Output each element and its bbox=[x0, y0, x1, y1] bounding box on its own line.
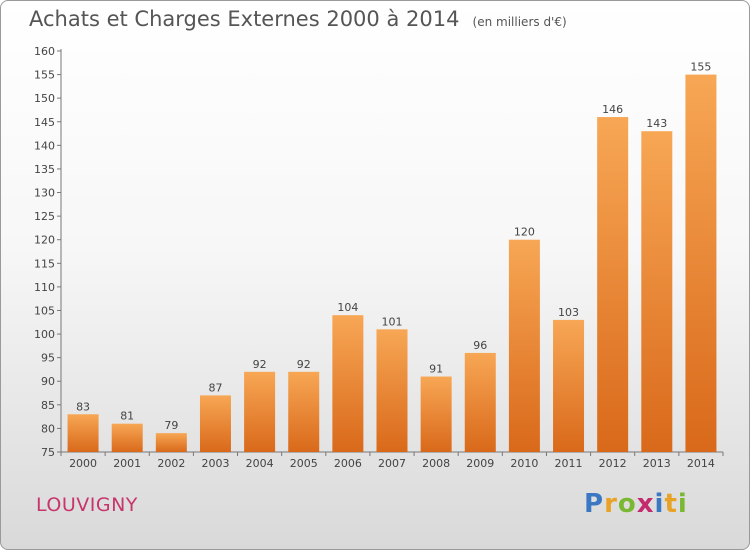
y-tick-label: 80 bbox=[41, 422, 55, 435]
bar-2005 bbox=[288, 371, 320, 452]
data-label-2011: 103 bbox=[558, 306, 579, 319]
data-label-2005: 92 bbox=[297, 358, 311, 371]
chart-unit: (en milliers d'€) bbox=[472, 15, 567, 29]
x-tick-label: 2002 bbox=[157, 457, 185, 470]
data-label-2007: 101 bbox=[382, 315, 403, 328]
bar-2000 bbox=[67, 414, 99, 452]
bar-2007 bbox=[376, 329, 408, 452]
y-tick-label: 130 bbox=[34, 187, 55, 200]
y-tick-label: 140 bbox=[34, 139, 55, 152]
x-tick-label: 2006 bbox=[334, 457, 362, 470]
axes: 75 80 85 90 95 100 105 110 115 120 125 130 135 140 145… bbox=[34, 45, 724, 470]
logo-letter: r bbox=[604, 489, 618, 519]
bar-2003 bbox=[199, 395, 231, 452]
x-tick-label: 2010 bbox=[510, 457, 538, 470]
title-row: Achats et Charges Externes 2000 à 2014 (… bbox=[29, 7, 567, 31]
commune-name: LOUVIGNY bbox=[36, 494, 138, 516]
bar-2004 bbox=[244, 371, 276, 452]
data-label-2010: 120 bbox=[514, 226, 535, 239]
bar-2006 bbox=[332, 315, 364, 452]
x-tick-label: 2011 bbox=[555, 457, 583, 470]
bar-2011 bbox=[553, 319, 585, 452]
logo-letter: P bbox=[584, 489, 605, 519]
bars bbox=[67, 74, 717, 453]
logo-letter: t bbox=[664, 489, 678, 519]
y-tick-label: 120 bbox=[34, 234, 55, 247]
bar-2010 bbox=[508, 239, 540, 452]
chart-title: Achats et Charges Externes 2000 à 2014 bbox=[29, 7, 460, 31]
data-label-2008: 91 bbox=[429, 363, 443, 376]
data-label-2001: 81 bbox=[120, 410, 134, 423]
data-label-2000: 83 bbox=[76, 400, 90, 413]
x-tick-label: 2013 bbox=[643, 457, 671, 470]
x-tick-label: 2008 bbox=[422, 457, 450, 470]
y-tick-label: 155 bbox=[34, 69, 55, 82]
bar-2001 bbox=[111, 423, 143, 452]
x-tick-label: 2003 bbox=[201, 457, 229, 470]
y-tick-label: 135 bbox=[34, 163, 55, 176]
y-tick-label: 110 bbox=[34, 281, 55, 294]
data-label-2012: 146 bbox=[602, 103, 623, 116]
logo-letter: o bbox=[617, 489, 637, 519]
data-labels: 83 81 79 87 92 92 104 101 91 96 120 103 146 143 155 bbox=[76, 61, 711, 433]
bar-2002 bbox=[155, 433, 187, 452]
y-tick-label: 75 bbox=[41, 446, 55, 459]
y-tick-label: 85 bbox=[41, 399, 55, 412]
y-tick-label: 160 bbox=[34, 45, 55, 58]
data-label-2003: 87 bbox=[208, 381, 222, 394]
bar-2012 bbox=[597, 117, 629, 452]
data-label-2006: 104 bbox=[337, 301, 358, 314]
x-tick-label: 2014 bbox=[687, 457, 715, 470]
y-tick-label: 105 bbox=[34, 304, 55, 317]
y-tick-label: 115 bbox=[34, 257, 55, 270]
bar-2013 bbox=[641, 131, 673, 452]
y-tick-label: 90 bbox=[41, 375, 55, 388]
y-tick-label: 145 bbox=[34, 116, 55, 129]
x-tick-label: 2005 bbox=[290, 457, 318, 470]
logo-letter: i bbox=[677, 489, 688, 519]
bar-2009 bbox=[464, 352, 496, 452]
y-tick-label: 95 bbox=[41, 352, 55, 365]
x-tick-label: 2001 bbox=[113, 457, 141, 470]
proxiti-logo: Proxiti bbox=[584, 489, 688, 519]
y-tick-label: 150 bbox=[34, 92, 55, 105]
data-label-2002: 79 bbox=[164, 419, 178, 432]
y-tick-label: 125 bbox=[34, 210, 55, 223]
logo-letter: x bbox=[636, 489, 655, 519]
data-label-2014: 155 bbox=[690, 61, 711, 74]
bar-2014 bbox=[685, 74, 717, 453]
x-tick-label: 2012 bbox=[599, 457, 627, 470]
data-label-2004: 92 bbox=[253, 358, 267, 371]
x-tick-label: 2007 bbox=[378, 457, 406, 470]
x-tick-label: 2009 bbox=[466, 457, 494, 470]
logo-letter: i bbox=[654, 489, 665, 519]
x-tick-label: 2000 bbox=[69, 457, 97, 470]
y-tick-label: 100 bbox=[34, 328, 55, 341]
data-label-2013: 143 bbox=[646, 117, 667, 130]
x-tick-label: 2004 bbox=[246, 457, 274, 470]
data-label-2009: 96 bbox=[473, 339, 487, 352]
bar-2008 bbox=[420, 376, 452, 452]
